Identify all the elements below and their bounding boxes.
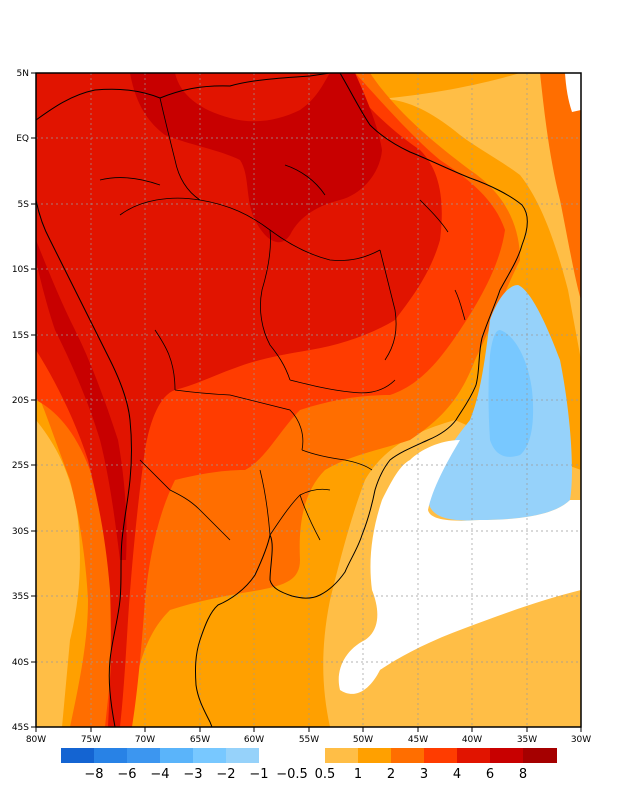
colorbar-label: −4	[150, 767, 169, 782]
y-tick-label: 35S	[12, 592, 29, 602]
colorbar-swatch	[127, 748, 160, 763]
field-level-4-6	[36, 73, 442, 727]
colorbar-swatch	[160, 748, 193, 763]
y-tick-label: 30S	[12, 527, 29, 537]
field-level-m2-m1	[488, 330, 534, 457]
gridlines	[36, 73, 581, 727]
x-tick-label: 70W	[135, 735, 155, 745]
colorbar-label: 1	[354, 767, 362, 782]
y-tick-label: 25S	[12, 461, 29, 471]
colorbar-label: 0.5	[315, 767, 336, 782]
colorbar-label: −3	[183, 767, 202, 782]
field-near-zero	[338, 440, 581, 694]
colorbar-label: −6	[117, 767, 136, 782]
colorbar-label: −2	[216, 767, 235, 782]
colorbar-swatch	[61, 748, 94, 763]
y-tick-label: 40S	[12, 658, 29, 668]
colorbar: −8 −6 −4 −3 −2 −1 −0.5 0.5 1 2 3 4 6 8	[61, 748, 557, 782]
y-tick-label: 10S	[12, 265, 29, 275]
colorbar-label: 3	[420, 767, 428, 782]
field-level-6-8	[130, 73, 382, 243]
coastline-borders	[36, 73, 528, 727]
shaded-field	[36, 73, 581, 727]
field-level-0p5-1-north	[370, 73, 581, 360]
colorbar-swatch	[358, 748, 391, 763]
y-tick-label: 45S	[12, 723, 29, 733]
colorbar-swatch	[457, 748, 490, 763]
y-tick-label: EQ	[16, 134, 29, 144]
field-near-zero-nw	[565, 73, 581, 112]
colorbar-swatch	[94, 748, 127, 763]
colorbar-label: −0.5	[276, 767, 308, 782]
colorbar-label: −1	[249, 767, 268, 782]
x-tick-label: 80W	[26, 735, 46, 745]
x-tick-label: 30W	[571, 735, 591, 745]
field-level-0p5-1-pacific	[36, 420, 80, 727]
colorbar-swatch	[523, 748, 557, 763]
colorbar-swatch	[226, 748, 259, 763]
y-tick-label: 15S	[12, 331, 29, 341]
colorbar-label: 6	[486, 767, 494, 782]
country-borders	[99, 97, 466, 541]
colorbar-swatch	[391, 748, 424, 763]
colorbar-swatch	[259, 748, 292, 763]
x-tick-label: 40W	[462, 735, 482, 745]
y-tick-label: 5S	[18, 200, 30, 210]
tick-marks	[31, 72, 582, 732]
south-america-coastline	[36, 73, 528, 727]
colorbar-label: 2	[387, 767, 395, 782]
field-level-6-8-west	[36, 240, 127, 560]
colorbar-label: −8	[84, 767, 103, 782]
x-tick-label: 50W	[353, 735, 373, 745]
colorbar-label: 4	[453, 767, 461, 782]
y-tick-label: 5N	[17, 69, 29, 79]
x-tick-label: 55W	[299, 735, 319, 745]
x-tick-label: 60W	[244, 735, 264, 745]
x-tick-label: 75W	[81, 735, 101, 745]
x-tick-label: 45W	[408, 735, 428, 745]
x-axis-labels: 80W 75W 70W 65W 60W 55W 50W 45W 40W 35W …	[26, 735, 591, 745]
y-axis-labels: 5N EQ 5S 10S 15S 20S 25S 30S 35S 40S 45S	[12, 69, 29, 733]
x-tick-label: 35W	[517, 735, 537, 745]
colorbar-swatch	[490, 748, 523, 763]
field-level-2-3-ne	[540, 73, 581, 300]
x-tick-label: 65W	[190, 735, 210, 745]
y-tick-label: 20S	[12, 396, 29, 406]
colorbar-label: 8	[519, 767, 527, 782]
colorbar-swatch	[193, 748, 226, 763]
colorbar-swatch	[325, 748, 358, 763]
colorbar-swatch	[424, 748, 457, 763]
